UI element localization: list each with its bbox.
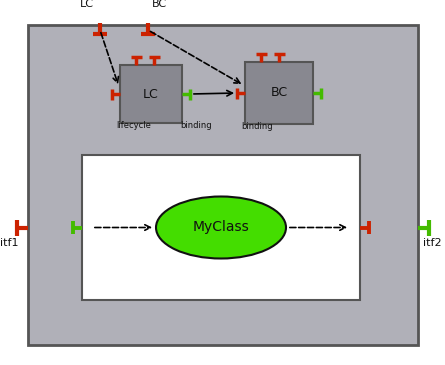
- Ellipse shape: [156, 196, 286, 258]
- Text: binding: binding: [241, 122, 273, 131]
- Text: binding: binding: [180, 121, 212, 130]
- Text: itf2: itf2: [423, 238, 441, 247]
- Text: itf1: itf1: [0, 238, 19, 247]
- Text: BC: BC: [152, 0, 167, 9]
- Text: lifecycle: lifecycle: [116, 121, 151, 130]
- Text: BC: BC: [271, 87, 287, 100]
- Bar: [245, 62, 313, 124]
- Text: LC: LC: [143, 88, 159, 100]
- Text: LC: LC: [80, 0, 94, 9]
- Bar: [82, 155, 360, 300]
- Text: MyClass: MyClass: [193, 220, 249, 234]
- Bar: [28, 25, 418, 345]
- Bar: [120, 65, 182, 123]
